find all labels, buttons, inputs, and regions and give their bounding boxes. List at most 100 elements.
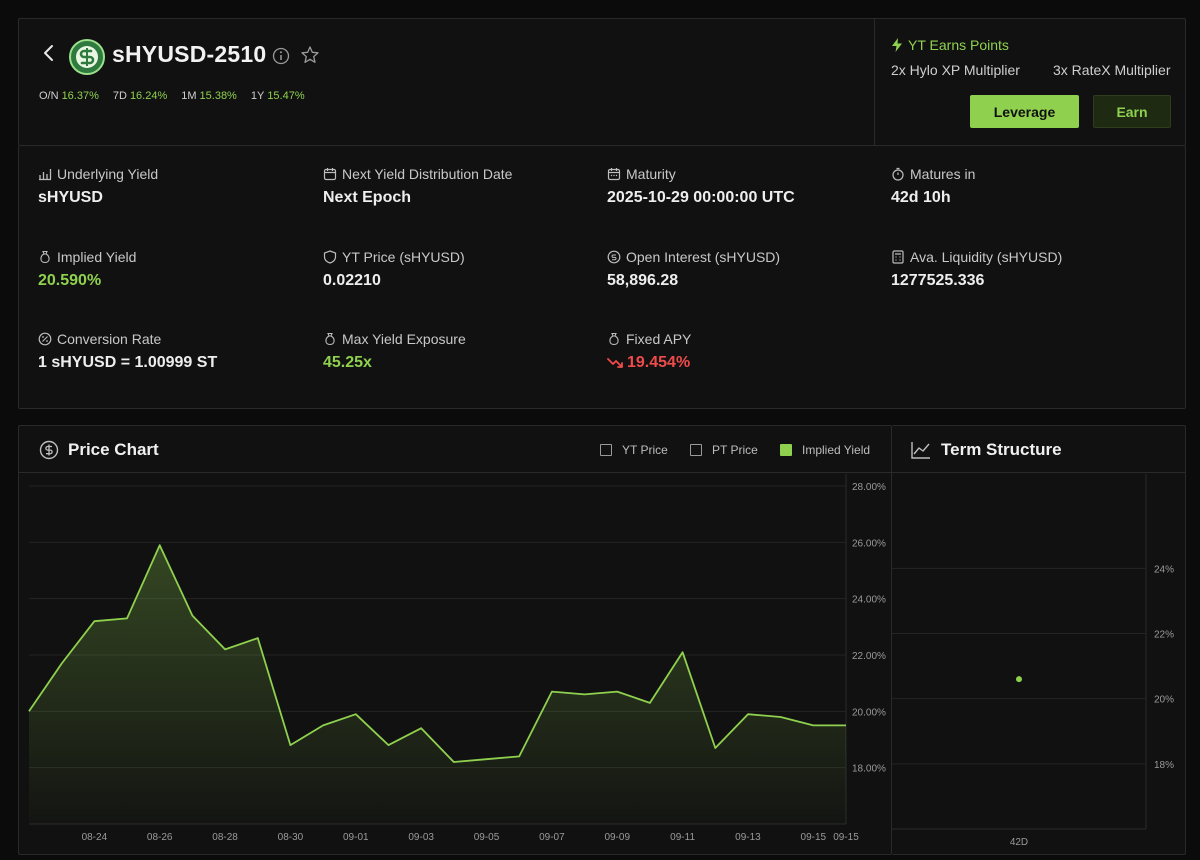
- lightning-icon: [892, 38, 902, 52]
- x-tick-label: 09-03: [408, 832, 434, 843]
- x-tick-label: 42D: [1010, 837, 1028, 848]
- stat-label: Next Yield Distribution Date: [342, 166, 513, 182]
- stat-label: YT Price (sHYUSD): [342, 249, 465, 265]
- y-tick-label: 22%: [1154, 629, 1174, 640]
- legend-implied-yield[interactable]: Implied Yield: [780, 443, 870, 457]
- stat-label: Ava. Liquidity (sHYUSD): [910, 249, 1063, 265]
- x-tick-label: 09-09: [604, 832, 630, 843]
- implied-yield-line: [28, 544, 846, 763]
- rate-item: 1M 15.38%: [181, 90, 237, 102]
- rate-item: O/N 16.37%: [39, 90, 99, 102]
- back-arrow-icon[interactable]: [39, 43, 59, 63]
- stat-underlying-yield: Underlying Yield sHYUSD: [38, 166, 308, 207]
- term-structure-title: Term Structure: [941, 440, 1062, 459]
- stat-label: Maturity: [626, 166, 676, 182]
- stat-conversion-rate: Conversion Rate 1 sHYUSD = 1.00999 ST: [38, 331, 308, 372]
- money-bag-icon: [609, 332, 619, 346]
- shield-icon: [323, 250, 337, 264]
- stat-label: Matures in: [910, 166, 976, 182]
- x-tick-label: 08-30: [278, 832, 304, 843]
- market-title: sHYUSD-2510: [112, 41, 267, 67]
- favorite-star-icon[interactable]: [300, 45, 320, 65]
- price-chart-title: Price Chart: [68, 440, 159, 459]
- money-bag-icon: [325, 332, 335, 346]
- x-tick-label: 08-28: [212, 832, 238, 843]
- stat-label: Implied Yield: [57, 249, 137, 265]
- stat-fixed-apy: Fixed APY 19.454%: [607, 331, 877, 372]
- yt-points-label: YT Earns Points: [891, 37, 1009, 53]
- checkbox[interactable]: [690, 444, 702, 456]
- stat-value: sHYUSD: [38, 189, 103, 206]
- stat-value: 1277525.336: [891, 272, 985, 289]
- implied-yield-area: [29, 545, 846, 824]
- rate-value: 15.47%: [267, 90, 305, 102]
- stat-open-interest: Open Interest (sHYUSD) 58,896.28: [607, 249, 877, 290]
- legend-yt-price[interactable]: YT Price: [600, 443, 668, 457]
- checkbox-checked[interactable]: [780, 444, 792, 456]
- stat-maturity: Maturity 2025-10-29 00:00:00 UTC: [607, 166, 877, 207]
- calendar-icon: [323, 168, 337, 181]
- x-tick-label: 09-13: [735, 832, 761, 843]
- stat-label: Fixed APY: [626, 331, 692, 347]
- ratex-multiplier: 3x RateX Multiplier: [1053, 62, 1171, 78]
- term-structure-chart[interactable]: 24% 22% 20% 18% 42D: [892, 474, 1186, 854]
- implied-yield-chart[interactable]: 28.00% 26.00% 24.00% 22.00% 20.00% 18.00% 08-…: [19, 474, 893, 854]
- stat-matures-in: Matures in 42d 10h: [891, 166, 1161, 207]
- money-bag-icon: [40, 250, 50, 264]
- rate-key: 7D: [112, 90, 127, 102]
- market-header: sHYUSD-2510 O/N 16.37% 7D 16.24% 1M 15.38% …: [18, 18, 1186, 147]
- y-tick-label: 20.00%: [852, 707, 886, 718]
- x-tick-label: 09-05: [474, 832, 500, 843]
- x-tick-label: 08-26: [147, 832, 173, 843]
- legend-label: Implied Yield: [802, 443, 871, 457]
- y-tick-label: 26.00%: [852, 538, 886, 549]
- stat-value: 19.454%: [607, 354, 877, 372]
- stat-value: 58,896.28: [607, 272, 679, 289]
- stat-value: 2025-10-29 00:00:00 UTC: [607, 189, 795, 206]
- line-chart-icon: [911, 442, 930, 459]
- x-tick-label: 09-15: [801, 832, 827, 843]
- stat-value: 45.25x: [323, 354, 372, 371]
- info-icon[interactable]: [272, 47, 290, 65]
- stat-value: 1 sHYUSD = 1.00999 ST: [38, 354, 218, 371]
- rate-key: 1Y: [250, 90, 265, 102]
- y-tick-label: 24%: [1154, 564, 1174, 575]
- legend-label: YT Price: [622, 443, 668, 457]
- stopwatch-icon: [892, 167, 904, 181]
- rate-value: 15.38%: [199, 90, 237, 102]
- rate-value: 16.37%: [61, 90, 99, 102]
- stat-label: Max Yield Exposure: [342, 331, 466, 347]
- y-tick-label: 18%: [1154, 760, 1174, 771]
- stat-label: Conversion Rate: [57, 331, 162, 347]
- x-tick-label: 08-24: [82, 832, 108, 843]
- percent-circle-icon: [38, 332, 52, 346]
- checkbox[interactable]: [600, 444, 612, 456]
- stat-value: 0.02210: [323, 272, 381, 289]
- y-tick-label: 18.00%: [852, 764, 886, 775]
- rate-item: 1Y 15.47%: [251, 90, 305, 102]
- hylo-multiplier: 2x Hylo XP Multiplier: [891, 62, 1020, 78]
- bar-chart-icon: [39, 169, 52, 181]
- x-tick-label: 09-07: [539, 832, 565, 843]
- legend-pt-price[interactable]: PT Price: [690, 443, 758, 457]
- y-tick-label: 24.00%: [852, 595, 886, 606]
- stat-value: Next Epoch: [323, 189, 412, 206]
- term-point: [1016, 676, 1022, 683]
- rate-key: 1M: [181, 90, 197, 102]
- market-stats: Underlying Yield sHYUSD Next Yield Distr…: [18, 145, 1186, 409]
- rate-value: 16.24%: [129, 90, 168, 102]
- rate-item: 7D 16.24%: [113, 90, 167, 102]
- dollar-circle-icon: [607, 250, 621, 264]
- x-tick-label: 09-11: [670, 832, 695, 843]
- leverage-button[interactable]: Leverage: [970, 95, 1079, 128]
- y-tick-label: 28.00%: [852, 482, 886, 493]
- x-tick-label: 09-15: [833, 832, 859, 843]
- stat-label: Open Interest (sHYUSD): [626, 249, 781, 265]
- price-chart-header: Price Chart YT Price PT Price Implied Yi…: [19, 426, 893, 473]
- earn-button[interactable]: Earn: [1093, 95, 1171, 128]
- term-structure-header: Term Structure: [892, 426, 1186, 473]
- stat-liquidity: Ava. Liquidity (sHYUSD) 1277525.336: [891, 249, 1161, 290]
- term-structure-panel: Term Structure 24% 22% 20% 18% 42D: [892, 425, 1186, 855]
- stat-label: Underlying Yield: [57, 166, 159, 182]
- stat-yt-price: YT Price (sHYUSD) 0.02210: [323, 249, 593, 290]
